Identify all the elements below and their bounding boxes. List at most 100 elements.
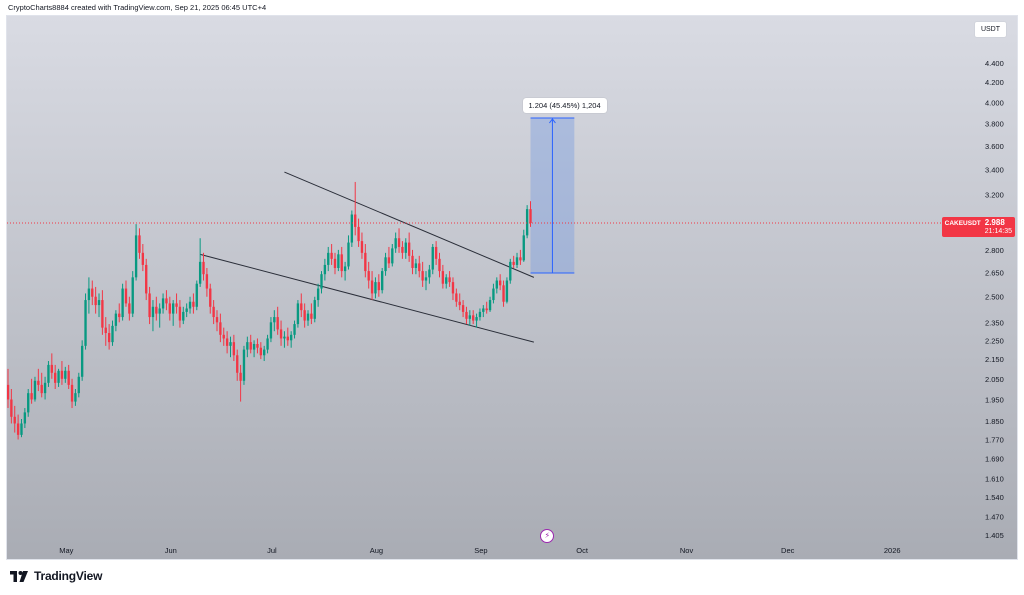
candle	[394, 232, 397, 253]
candle-body	[40, 384, 43, 394]
price-tick-label: 3.800	[985, 120, 1004, 129]
candle-body	[391, 248, 394, 264]
price-tick-label: 1.540	[985, 493, 1004, 502]
candle-body	[101, 300, 104, 328]
candle-body	[212, 306, 215, 318]
candle	[205, 267, 209, 297]
candle-body	[266, 338, 269, 350]
price-tick-label: 2.250	[985, 336, 1004, 345]
candle	[461, 300, 465, 318]
candle	[512, 255, 515, 268]
candle	[367, 261, 370, 289]
candlestick-chart[interactable]: 4.4004.2004.0003.8003.6003.4003.2003.000…	[7, 16, 1017, 559]
time-axis[interactable]: May Jun Jul Aug Sep Oct Nov Dec 2026	[59, 546, 900, 555]
price-tick-label: 1.405	[985, 531, 1004, 540]
candle	[411, 249, 414, 275]
candle	[330, 244, 333, 265]
candle-body	[155, 306, 158, 314]
candle-body	[387, 257, 391, 264]
candle-body	[327, 252, 330, 265]
candle	[158, 303, 161, 328]
price-axis[interactable]: 4.4004.2004.0003.8003.6003.4003.2003.000…	[985, 59, 1004, 540]
candle	[468, 310, 472, 326]
candle	[505, 277, 509, 304]
candle	[37, 368, 40, 392]
candle	[172, 300, 175, 326]
candle	[266, 334, 269, 354]
candle-body	[50, 364, 54, 373]
price-tick-label: 2.800	[985, 246, 1004, 255]
currency-button[interactable]: USDT	[973, 21, 1007, 38]
candle-body	[310, 313, 313, 319]
time-tick-label: Jun	[165, 546, 177, 555]
price-tick-label: 4.000	[985, 98, 1004, 107]
candle-body	[124, 288, 128, 304]
price-tick-label: 2.500	[985, 293, 1004, 302]
candle-body	[192, 301, 195, 307]
tradingview-logo[interactable]: TradingView	[8, 569, 102, 583]
candle-body	[232, 342, 236, 356]
candle	[70, 378, 74, 409]
channel-line-upper[interactable]	[284, 171, 535, 278]
candle-body	[195, 283, 198, 307]
lightning-icon[interactable]: ⚡	[540, 529, 555, 543]
candle	[182, 306, 185, 325]
candle	[502, 280, 505, 307]
candle	[343, 261, 347, 281]
last-price-value: 2.988	[984, 218, 1005, 227]
time-tick-label: Nov	[680, 546, 694, 555]
candle-body	[495, 280, 498, 289]
price-tick-label: 4.200	[985, 78, 1004, 87]
candle	[273, 310, 276, 332]
candle-body	[286, 336, 289, 341]
candle	[198, 238, 202, 287]
candle	[519, 249, 522, 265]
chart-frame[interactable]: 4.4004.2004.0003.8003.6003.4003.2003.000…	[6, 15, 1018, 560]
time-tick-label: Sep	[474, 546, 487, 555]
candle-body	[148, 293, 151, 318]
candle	[246, 336, 249, 358]
candle-body	[185, 308, 188, 312]
candle	[451, 277, 455, 301]
candle-body	[512, 261, 515, 265]
candle	[236, 349, 239, 381]
channel-line-lower[interactable]	[200, 253, 535, 343]
candle	[77, 372, 80, 398]
candle	[202, 252, 205, 281]
candle	[347, 235, 350, 270]
candle	[492, 283, 495, 304]
candle-body	[70, 384, 74, 402]
candle-body	[451, 282, 455, 294]
candle-body	[296, 303, 300, 325]
candle	[350, 210, 354, 247]
candle-body	[57, 370, 60, 383]
candle	[327, 246, 330, 272]
candle-body	[168, 303, 171, 314]
candle	[148, 286, 151, 325]
candle-body	[306, 313, 310, 321]
candle-body	[525, 209, 529, 236]
candle-body	[104, 327, 107, 334]
candle-body	[74, 393, 77, 402]
candle	[529, 201, 532, 227]
candle	[192, 293, 195, 314]
candle	[465, 306, 468, 325]
candle	[259, 342, 263, 360]
candle-body	[401, 246, 404, 253]
last-price-tag: CAKEUSDT 2.988 21:14:35	[941, 217, 1015, 237]
candle	[54, 364, 57, 390]
candle	[381, 267, 384, 294]
candle-body	[522, 235, 525, 261]
candle	[107, 324, 111, 350]
candle-body	[236, 355, 239, 373]
candle	[438, 252, 441, 278]
candle	[256, 338, 259, 354]
price-tick-label: 3.200	[985, 191, 1004, 200]
candle	[7, 368, 10, 409]
candle	[525, 205, 529, 239]
price-tick-label: 2.350	[985, 318, 1004, 327]
candle-body	[252, 343, 256, 350]
candle-body	[131, 277, 134, 314]
candle	[306, 310, 310, 326]
candle-body	[458, 301, 461, 306]
